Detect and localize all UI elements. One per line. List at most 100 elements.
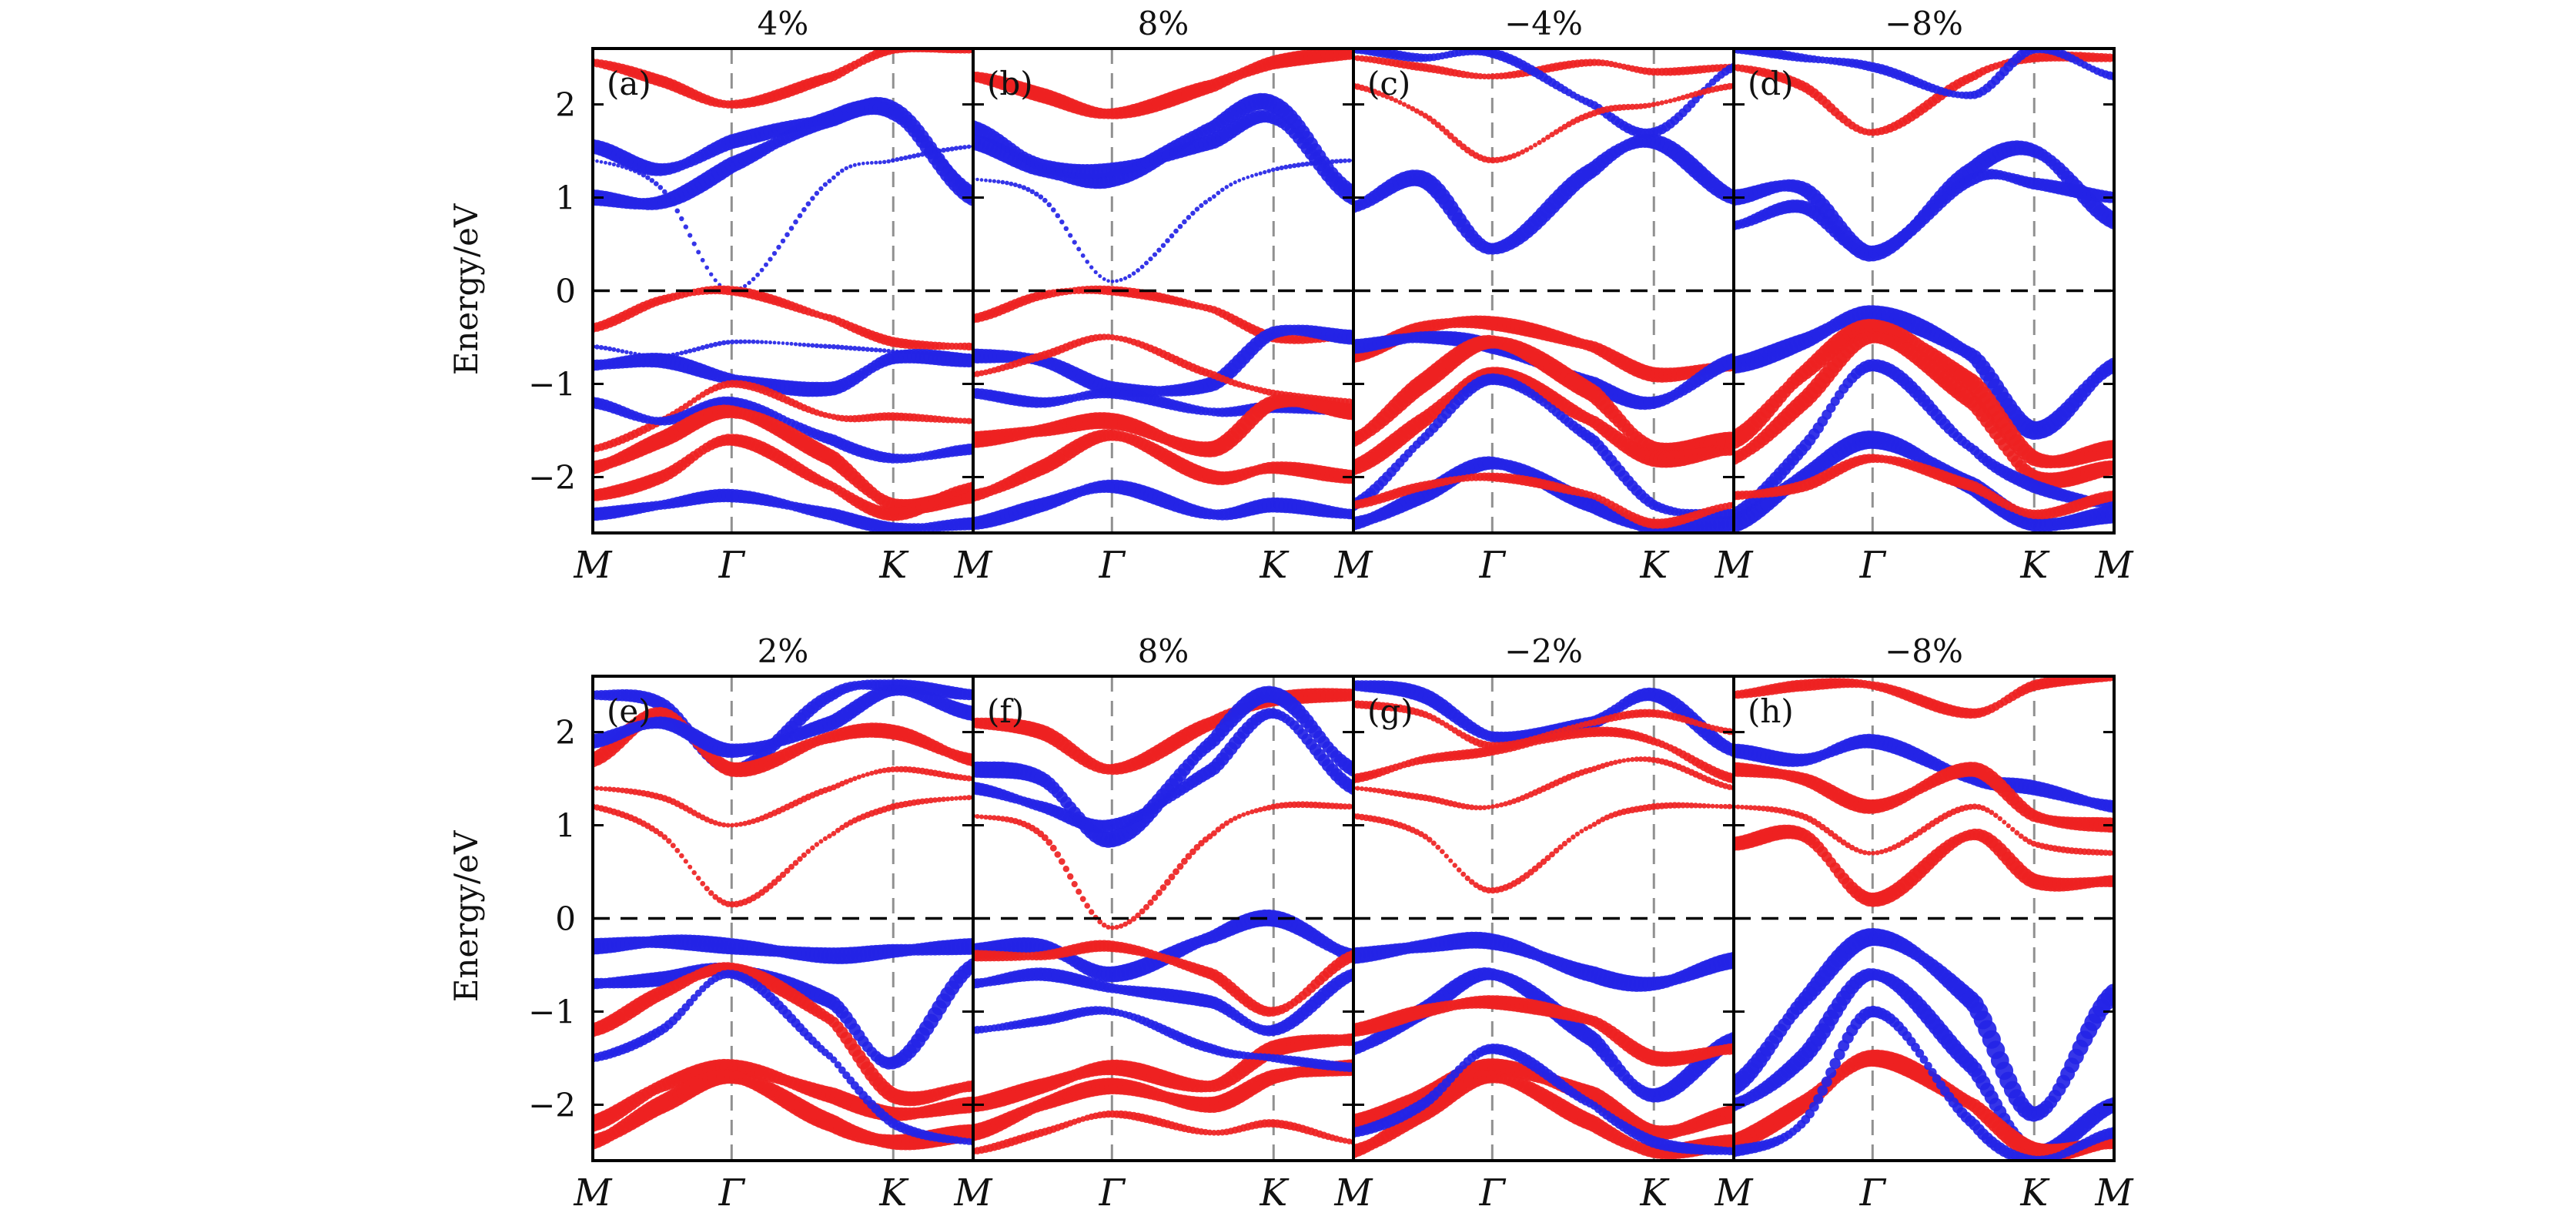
- x-tick-label: Γ: [1859, 544, 1887, 587]
- band-point: [691, 397, 698, 404]
- band-point: [1034, 191, 1039, 197]
- band-point: [747, 339, 751, 344]
- band-point: [1553, 129, 1560, 135]
- band-point: [721, 822, 727, 828]
- band-blue-2: [1734, 140, 2114, 262]
- band-red-4: [593, 285, 973, 351]
- band-point: [1072, 240, 1077, 245]
- band-point: [607, 346, 613, 351]
- band-red-3: [593, 766, 973, 828]
- band-point: [2106, 212, 2114, 230]
- band-point: [1173, 228, 1179, 234]
- band-point: [966, 795, 972, 801]
- band-point: [764, 340, 768, 344]
- band-point: [992, 179, 996, 183]
- band-red-9: [593, 1068, 973, 1151]
- band-point: [1672, 97, 1678, 102]
- band-point: [966, 354, 973, 367]
- band-point: [941, 147, 946, 153]
- band-point: [671, 201, 676, 206]
- band-point: [953, 417, 959, 424]
- band-point: [772, 340, 777, 345]
- band-point: [1443, 129, 1450, 136]
- band-point: [856, 774, 862, 780]
- band-point: [616, 348, 621, 353]
- band-point: [717, 821, 723, 827]
- band-point: [1098, 274, 1102, 278]
- band-point: [611, 786, 617, 792]
- band-point: [840, 168, 845, 173]
- band-point: [1059, 219, 1065, 225]
- band-point: [844, 345, 849, 350]
- band-point: [1237, 178, 1242, 183]
- band-red-0: [973, 49, 1353, 119]
- band-point: [810, 845, 815, 851]
- band-point: [1515, 151, 1521, 157]
- band-point: [653, 828, 660, 835]
- band-point: [1000, 179, 1005, 185]
- band-point: [1203, 199, 1208, 205]
- band-point: [852, 776, 858, 782]
- x-tick-label: M: [1714, 544, 1754, 587]
- band-point: [759, 267, 764, 273]
- band-point: [595, 159, 599, 163]
- x-tick-label: M: [953, 544, 993, 587]
- band-point: [683, 859, 688, 864]
- band-point: [941, 796, 946, 803]
- band-blue-2: [973, 109, 1353, 206]
- band-point: [1549, 132, 1555, 138]
- band-point: [1333, 159, 1340, 164]
- band-point: [1376, 90, 1382, 96]
- band-point: [2106, 357, 2114, 374]
- band-point: [1447, 132, 1454, 139]
- band-point: [966, 144, 972, 149]
- band-point: [1347, 158, 1352, 163]
- band-point: [784, 867, 791, 874]
- band-point: [1042, 197, 1048, 203]
- band-point: [966, 517, 973, 531]
- band-point: [814, 343, 819, 348]
- band-point: [928, 797, 934, 804]
- band-point: [1533, 142, 1537, 148]
- band-point: [1338, 159, 1343, 164]
- band-point: [704, 343, 710, 350]
- band-point: [764, 262, 768, 267]
- band-point: [805, 201, 811, 207]
- band-point: [637, 170, 642, 176]
- band-point: [729, 339, 735, 345]
- band-point: [1199, 203, 1204, 208]
- band-point: [683, 350, 688, 355]
- band-point: [649, 178, 654, 183]
- band-point: [932, 797, 938, 803]
- band-point: [958, 145, 963, 150]
- band-point: [1676, 95, 1682, 102]
- band-point: [1115, 279, 1119, 283]
- band-point: [670, 843, 676, 849]
- band-blue-4: [1734, 305, 2114, 441]
- band-point: [818, 343, 824, 349]
- band-point: [861, 161, 865, 166]
- band-point: [1296, 163, 1301, 168]
- band-point: [1485, 73, 1492, 80]
- band-red-10: [1353, 472, 1734, 529]
- band-point: [874, 160, 878, 165]
- panel-data: [973, 49, 1353, 533]
- band-point: [898, 156, 904, 162]
- band-point: [1537, 139, 1542, 146]
- band-point: [709, 272, 714, 276]
- band-point: [645, 175, 651, 180]
- band-point: [1384, 94, 1390, 99]
- band-point: [1186, 215, 1192, 220]
- band-point: [835, 827, 841, 833]
- band-point: [2106, 460, 2114, 476]
- band-point: [598, 786, 604, 791]
- band-point: [1270, 167, 1276, 173]
- band-point: [785, 341, 789, 346]
- band-point: [814, 842, 820, 847]
- panel-title: −4%: [1504, 5, 1583, 42]
- band-point: [594, 786, 600, 791]
- panel-data: [1353, 49, 1734, 533]
- x-tick-label: Γ: [1099, 544, 1126, 587]
- band-point: [789, 341, 794, 346]
